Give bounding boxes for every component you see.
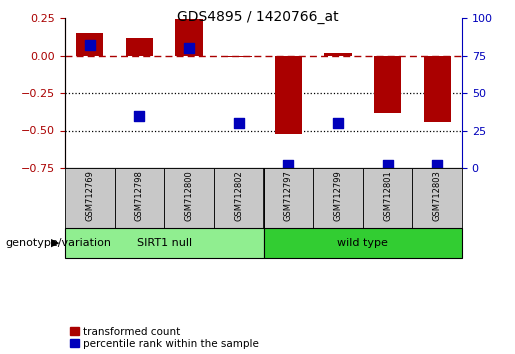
Bar	[65, 168, 115, 228]
Bar	[274, 56, 302, 133]
Bar	[324, 52, 352, 56]
Text: wild type: wild type	[337, 238, 388, 248]
Bar	[374, 56, 401, 113]
Bar	[176, 19, 203, 56]
Text: SIRT1 null: SIRT1 null	[136, 238, 192, 248]
Text: GSM712802: GSM712802	[234, 170, 243, 221]
Point	[334, 120, 342, 126]
Text: GSM712801: GSM712801	[383, 170, 392, 221]
Bar	[126, 38, 153, 56]
Bar	[214, 168, 264, 228]
Text: GDS4895 / 1420766_at: GDS4895 / 1420766_at	[177, 10, 338, 24]
Point	[135, 113, 144, 118]
Bar	[413, 168, 462, 228]
Bar	[225, 56, 252, 57]
Text: GSM712798: GSM712798	[135, 170, 144, 221]
Bar	[164, 168, 214, 228]
Bar	[363, 168, 413, 228]
Bar	[115, 168, 164, 228]
Point	[234, 120, 243, 126]
Text: genotype/variation: genotype/variation	[5, 238, 111, 248]
Point	[85, 42, 94, 48]
Bar	[423, 56, 451, 121]
Point	[433, 162, 441, 168]
Bar	[264, 168, 313, 228]
Bar	[313, 168, 363, 228]
Text: GSM712797: GSM712797	[284, 170, 293, 221]
Point	[384, 162, 392, 168]
Bar	[76, 33, 104, 56]
Point	[185, 45, 193, 51]
Point	[284, 162, 293, 168]
Text: GSM712803: GSM712803	[433, 170, 442, 221]
Legend: transformed count, percentile rank within the sample: transformed count, percentile rank withi…	[70, 327, 259, 349]
Bar	[264, 228, 462, 258]
Text: GSM712799: GSM712799	[333, 170, 342, 221]
Text: GSM712800: GSM712800	[184, 170, 194, 221]
Text: ▶: ▶	[52, 238, 60, 248]
Bar	[65, 228, 264, 258]
Text: GSM712769: GSM712769	[85, 170, 94, 221]
